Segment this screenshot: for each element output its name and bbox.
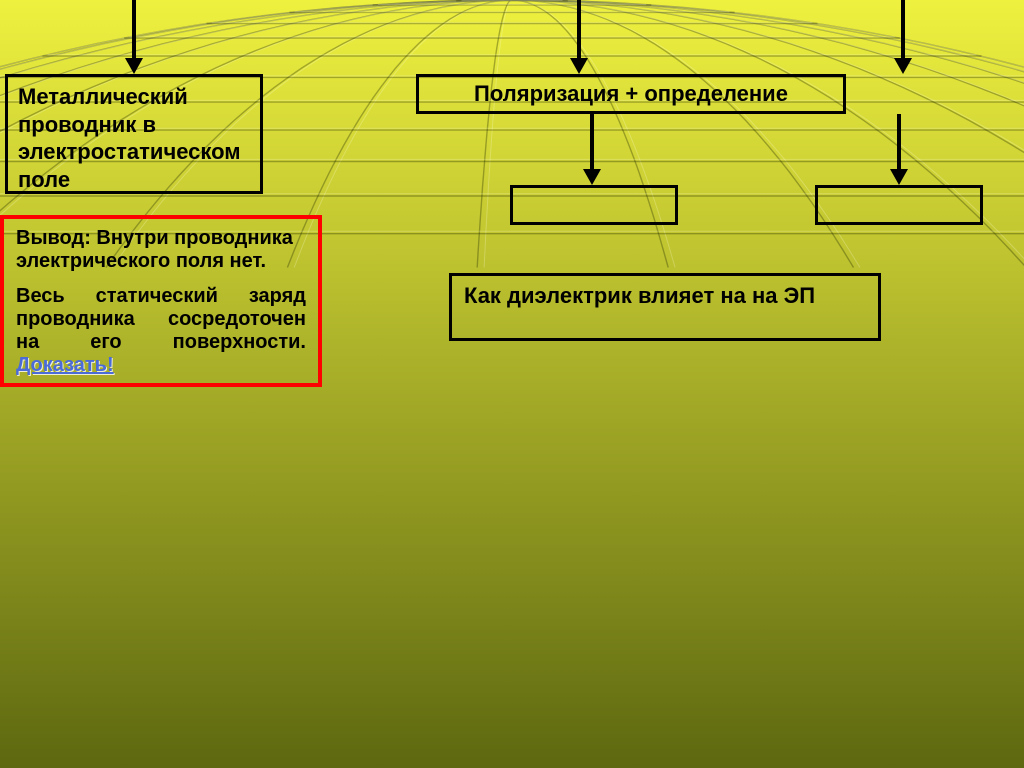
- conclusion-paragraph-1: Вывод: Внутри проводника электрического …: [16, 227, 306, 273]
- box-empty-right: [815, 185, 983, 225]
- box-metal-text: Металлический проводник в электростатиче…: [18, 84, 241, 192]
- arrow-top-right: [894, 0, 912, 74]
- box-conclusion: Вывод: Внутри проводника электрического …: [0, 215, 322, 387]
- conclusion-paragraph-2: Весь статический заряд проводника сосред…: [16, 285, 306, 377]
- box-polarization-text: Поляризация + определение: [474, 80, 788, 108]
- arrow-top-mid: [570, 0, 588, 74]
- box-empty-left: [510, 185, 678, 225]
- conclusion-text-1: Вывод: Внутри проводника электрического …: [16, 227, 293, 272]
- arrow-top-left: [125, 0, 143, 74]
- box-polarization: Поляризация + определение: [416, 74, 846, 114]
- box-dielectric-text: Как диэлектрик влияет на на ЭП: [464, 283, 815, 308]
- prove-link-text: Доказать!: [16, 354, 114, 376]
- box-metal-conductor: Металлический проводник в электростатиче…: [5, 74, 263, 194]
- arrow-mid-left: [583, 114, 601, 185]
- box-dielectric: Как диэлектрик влияет на на ЭП: [449, 273, 881, 341]
- arrow-mid-right: [890, 114, 908, 185]
- prove-link[interactable]: Доказать!: [16, 354, 114, 376]
- conclusion-text-2a: Весь статический заряд проводника сосред…: [16, 285, 306, 353]
